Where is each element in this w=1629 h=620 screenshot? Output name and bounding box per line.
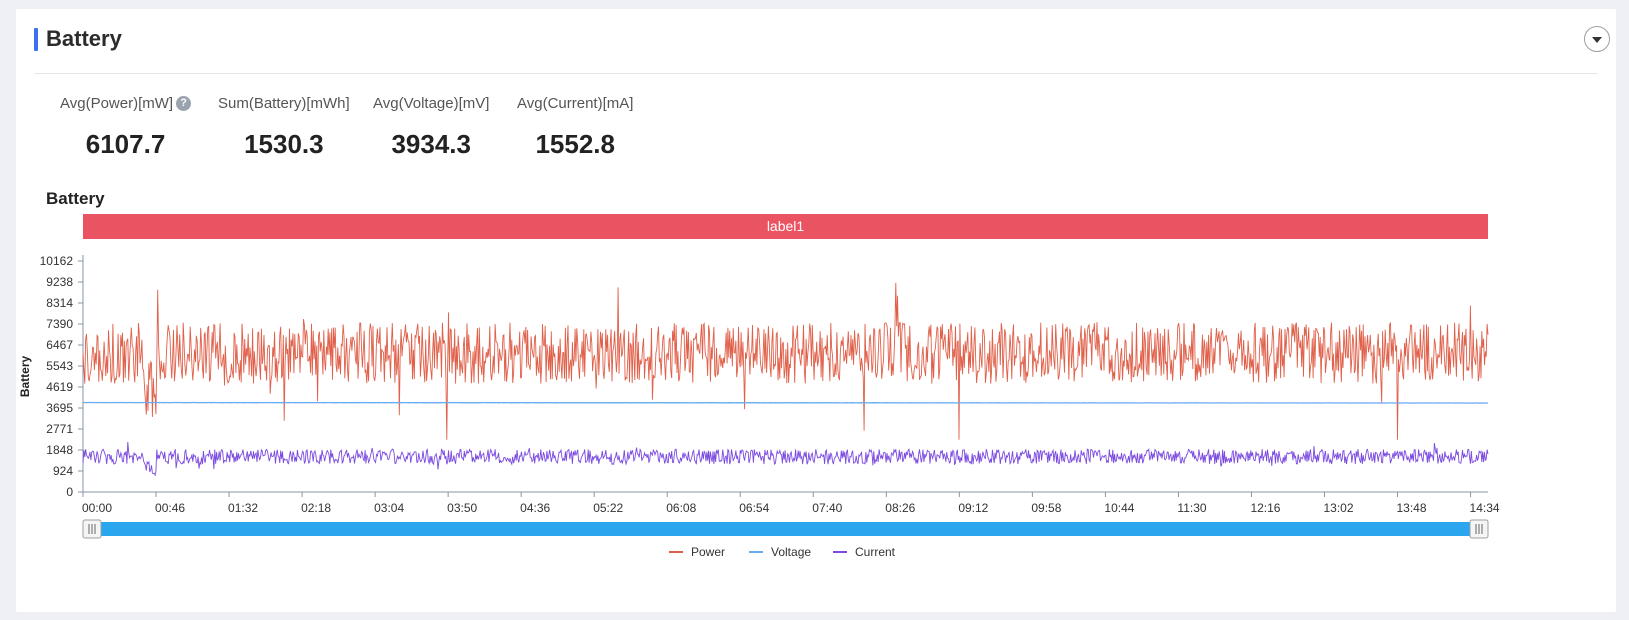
- panel-header: Battery: [34, 9, 1610, 74]
- x-tick-label: 13:48: [1397, 501, 1427, 515]
- x-tick-label: 02:18: [301, 501, 331, 515]
- x-tick-label: 06:54: [739, 501, 769, 515]
- x-tick-label: 09:12: [958, 501, 988, 515]
- x-tick-label: 14:34: [1470, 501, 1500, 515]
- x-tick-label: 03:04: [374, 501, 404, 515]
- series-line-voltage: [82, 401, 1489, 404]
- label-band-text: label1: [767, 218, 805, 234]
- y-tick-label: 8314: [46, 296, 73, 310]
- y-tick-label: 0: [66, 485, 73, 499]
- series-line-current: [82, 441, 1489, 477]
- metric-value: 1530.3: [244, 129, 324, 159]
- x-tick-label: 01:32: [228, 501, 258, 515]
- y-tick-label: 2771: [46, 422, 73, 436]
- metric-avg-voltage: Avg(Voltage)[mV] 3934.3: [373, 95, 489, 160]
- chevron-down-icon: [1592, 37, 1602, 43]
- y-tick-label: 924: [53, 464, 73, 478]
- battery-chart: label1 0 924 1848 2771 3695 4619 5543 6467 7390 83…: [18, 214, 1500, 559]
- metric-avg-power: Avg(Power)[mW] ? 6107.7: [60, 95, 192, 160]
- x-tick-label: 04:36: [520, 501, 550, 515]
- metric-avg-current: Avg(Current)[mA] 1552.8: [517, 95, 633, 160]
- x-tick-label: 03:50: [447, 501, 477, 515]
- x-tick-label: 10:44: [1104, 501, 1134, 515]
- metric-label: Sum(Battery)[mWh]: [218, 95, 350, 112]
- x-tick-label: 11:30: [1177, 501, 1206, 515]
- x-tick-label: 08:26: [885, 501, 915, 515]
- metric-sum-battery: Sum(Battery)[mWh] 1530.3: [218, 95, 350, 160]
- metric-label: Avg(Voltage)[mV]: [373, 95, 490, 112]
- y-tick-label: 5543: [46, 359, 73, 373]
- collapse-button[interactable]: [1584, 26, 1610, 52]
- x-tick-label: 07:40: [812, 501, 842, 515]
- metric-value: 6107.7: [85, 129, 166, 159]
- y-tick-label: 10162: [40, 254, 74, 268]
- y-tick-label: 3695: [46, 401, 73, 415]
- legend-label-current[interactable]: Current: [855, 545, 896, 559]
- help-icon[interactable]: ?: [176, 96, 192, 111]
- label-band: [83, 214, 1488, 239]
- y-axis-label: Battery: [18, 356, 32, 398]
- title-accent-bar: [34, 28, 38, 51]
- panel-title: Battery: [46, 26, 122, 51]
- x-tick-label: 09:58: [1031, 501, 1061, 515]
- metric-label: Avg(Current)[mA]: [517, 95, 634, 112]
- y-tick-label: 1848: [46, 443, 73, 457]
- x-tick-label: 05:22: [593, 501, 623, 515]
- x-tick-label: 06:08: [666, 501, 696, 515]
- metric-label: Avg(Power)[mW]: [60, 95, 174, 112]
- y-tick-label: 7390: [46, 317, 73, 331]
- battery-card: Battery Avg(Power)[mW] ? 6107.7 Sum(Batt…: [16, 9, 1616, 612]
- chart-title: Battery: [46, 189, 105, 208]
- y-tick-label: 4619: [46, 380, 73, 394]
- x-tick-label: 13:02: [1323, 501, 1353, 515]
- series-line-power: [82, 282, 1489, 440]
- x-tick-label: 00:46: [155, 501, 185, 515]
- y-tick-label: 6467: [46, 338, 73, 352]
- x-tick-label: 00:00: [82, 501, 112, 515]
- legend-label-power[interactable]: Power: [691, 545, 725, 559]
- x-tick-label: 12:16: [1250, 501, 1280, 515]
- metric-value: 1552.8: [535, 129, 615, 159]
- metric-value: 3934.3: [391, 129, 471, 159]
- range-slider-selection[interactable]: [83, 522, 1488, 536]
- y-tick-label: 9238: [46, 275, 73, 289]
- legend-label-voltage[interactable]: Voltage: [771, 545, 811, 559]
